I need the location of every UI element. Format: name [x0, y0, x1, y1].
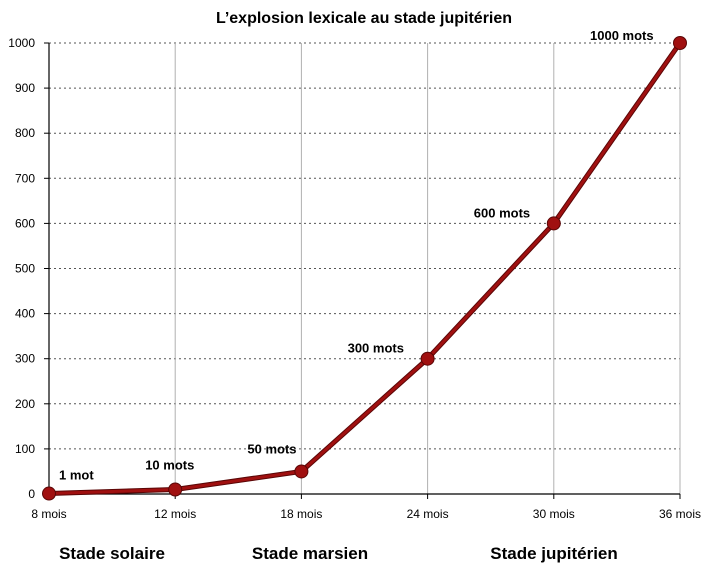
series-line-0 — [48, 42, 682, 496]
data-label-1: 10 mots — [145, 457, 194, 472]
x-tick-label-1: 12 mois — [154, 507, 196, 521]
y-axis-ticks: 0 100 200 300 400 500 600 700 800 900 1000 — [8, 36, 49, 501]
x-tick-label-3: 24 mois — [407, 507, 449, 521]
series-line — [48, 41, 683, 497]
gridlines — [49, 42, 681, 494]
x-tick-label-4: 30 mois — [533, 507, 575, 521]
y-tick-label-600: 600 — [15, 216, 35, 230]
data-label-2: 50 mots — [247, 441, 296, 456]
x-tick-label-0: 8 mois — [31, 507, 66, 521]
y-tick-label-800: 800 — [15, 126, 35, 140]
x-tick-label-5: 36 mois — [659, 507, 701, 521]
x-tick-label-2: 18 mois — [280, 507, 322, 521]
data-point-1 — [168, 482, 183, 497]
y-tick-label-0: 0 — [28, 487, 35, 501]
data-labels: 1 mot 10 mots 50 mots 300 mots 600 mots 1000 … — [59, 28, 654, 483]
data-point-5 — [673, 36, 687, 50]
data-point-4 — [546, 216, 561, 231]
chart-title: L’explosion lexicale au stade jupitérien — [216, 10, 512, 27]
y-tick-label-300: 300 — [15, 352, 35, 366]
y-tick-label-500: 500 — [15, 262, 35, 276]
y-tick-label-700: 700 — [15, 171, 35, 185]
data-label-3: 300 mots — [348, 341, 404, 356]
y-tick-label-200: 200 — [15, 397, 35, 411]
data-label-0: 1 mot — [59, 468, 94, 483]
data-point-0 — [42, 486, 56, 501]
data-label-4: 600 mots — [474, 205, 530, 220]
y-tick-label-1000: 1000 — [8, 36, 35, 50]
y-tick-label-100: 100 — [15, 442, 35, 456]
data-label-5: 1000 mots — [590, 28, 654, 43]
data-point-2 — [294, 464, 309, 479]
annotation-stade-jupiterien: Stade jupitérien — [490, 544, 618, 563]
annotation-stade-marsien: Stade marsien — [252, 544, 368, 563]
data-point-3 — [420, 351, 435, 366]
y-tick-label-400: 400 — [15, 307, 35, 321]
y-tick-label-900: 900 — [15, 81, 35, 95]
annotation-stade-solaire: Stade solaire — [59, 544, 165, 563]
data-points — [42, 36, 687, 501]
x-axis-ticks: 8 mois 12 mois 18 mois 24 mois 30 mois 36 moi… — [31, 494, 701, 521]
